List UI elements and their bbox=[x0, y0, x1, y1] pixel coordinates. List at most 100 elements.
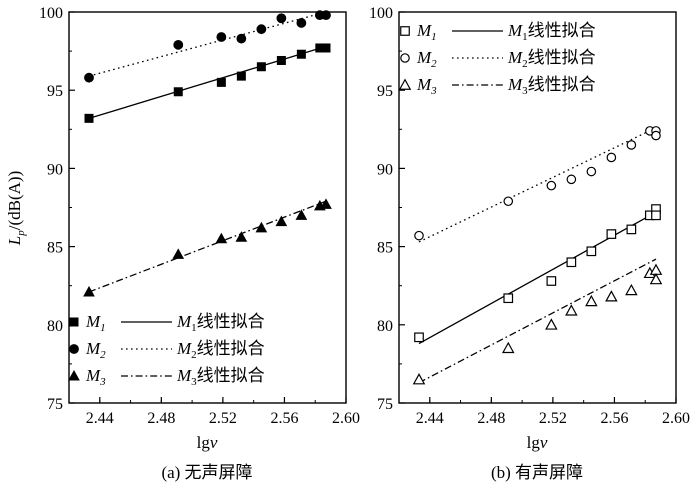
legend-marker-m3 bbox=[68, 369, 80, 381]
legend-series-name: M1 bbox=[416, 21, 437, 43]
data-point-m2 bbox=[173, 39, 184, 50]
data-point-m1 bbox=[173, 87, 183, 97]
data-point-m3 bbox=[295, 209, 308, 220]
data-point-m2 bbox=[566, 174, 577, 185]
x-tick-label: 2.52 bbox=[209, 410, 237, 427]
data-point-m3 bbox=[215, 232, 228, 244]
data-point-m1 bbox=[586, 246, 597, 257]
data-point-m2 bbox=[84, 72, 94, 83]
legend-series-name: M3 bbox=[416, 75, 437, 97]
y-tick-label: 80 bbox=[47, 318, 63, 335]
data-point-m3 bbox=[649, 272, 663, 285]
data-point-m3 bbox=[605, 290, 618, 302]
data-point-m2 bbox=[414, 230, 424, 241]
caption-a: (a) 无声屏障 bbox=[161, 463, 252, 482]
y-tick-label: 95 bbox=[47, 83, 63, 100]
x-tick-label: 2.48 bbox=[147, 410, 175, 427]
x-tick-label: 2.48 bbox=[477, 410, 505, 427]
data-point-m1 bbox=[566, 257, 577, 268]
data-point-m1 bbox=[296, 49, 306, 59]
y-tick-label: 80 bbox=[377, 318, 393, 335]
fit-line-m1 bbox=[418, 211, 657, 345]
data-point-m2 bbox=[546, 180, 557, 191]
data-point-m2 bbox=[586, 166, 597, 177]
legend-marker-m2 bbox=[69, 344, 79, 354]
legend-marker-m1 bbox=[400, 26, 410, 36]
x-tick-label: 2.52 bbox=[539, 410, 567, 427]
legend-marker-m3 bbox=[398, 78, 412, 90]
data-point-m2 bbox=[296, 18, 307, 28]
data-point-m1 bbox=[276, 55, 286, 65]
data-point-m2 bbox=[651, 130, 661, 141]
caption-b: (b) 有声屏障 bbox=[491, 463, 583, 482]
data-point-m1 bbox=[503, 293, 514, 304]
y-axis-b: 75 80 85 90 95 100 bbox=[369, 5, 405, 413]
data-point-m2 bbox=[503, 196, 514, 207]
fit-line-m3 bbox=[88, 200, 327, 293]
y-tick-label: 85 bbox=[377, 240, 393, 257]
data-point-m3 bbox=[275, 215, 288, 227]
data-point-m3 bbox=[585, 294, 598, 307]
legend-series-name: M1 bbox=[85, 312, 106, 334]
plot-frame-b bbox=[398, 11, 677, 404]
data-points-b bbox=[412, 126, 663, 385]
y-axis-label: Lp/(dB(A)) bbox=[5, 171, 27, 246]
data-point-m2 bbox=[626, 140, 637, 150]
data-point-m1 bbox=[216, 77, 226, 87]
y-tick-label: 95 bbox=[377, 83, 393, 100]
data-point-m2 bbox=[216, 32, 227, 42]
legend-series-name: M2 bbox=[85, 339, 106, 361]
legend-fit-label: M1线性拟合 bbox=[176, 312, 265, 334]
x-tick-label: 2.56 bbox=[270, 410, 298, 427]
data-point-m1 bbox=[651, 210, 661, 221]
data-point-m1 bbox=[84, 113, 94, 123]
data-point-m2 bbox=[276, 13, 287, 24]
data-point-m1 bbox=[236, 71, 246, 81]
data-point-m2 bbox=[606, 152, 617, 163]
legend-series-name: M3 bbox=[85, 366, 106, 388]
x-axis-label-a: lgv bbox=[197, 433, 218, 452]
legend-marker-m2 bbox=[400, 53, 410, 63]
data-points-a bbox=[83, 10, 332, 297]
x-axis-label-b: lgv bbox=[527, 433, 548, 452]
y-tick-label: 75 bbox=[377, 396, 393, 413]
data-point-m3 bbox=[255, 221, 268, 233]
y-tick-label: 90 bbox=[377, 161, 393, 178]
panel-a: 2.44 2.48 2.52 2.56 2.60 75 80 85 90 95 100 M1 M1线… bbox=[5, 5, 360, 482]
data-point-m1 bbox=[606, 229, 617, 239]
legend-a: M1 M1线性拟合 M2 M2线性拟合 M3 M3线性拟合 bbox=[68, 312, 265, 388]
y-axis-a: 75 80 85 90 95 100 bbox=[39, 5, 75, 413]
legend-fit-label: M2线性拟合 bbox=[176, 339, 265, 361]
fit-line-m1 bbox=[88, 45, 327, 119]
x-axis-b: 2.44 2.48 2.52 2.56 2.60 bbox=[398, 397, 690, 427]
data-point-m3 bbox=[565, 304, 578, 316]
y-tick-label: 85 bbox=[47, 240, 63, 257]
x-axis-a: 2.44 2.48 2.52 2.56 2.60 bbox=[68, 397, 360, 427]
fit-line-m3 bbox=[418, 258, 657, 384]
data-point-m1 bbox=[414, 332, 424, 343]
y-tick-label: 90 bbox=[47, 161, 63, 178]
fit-lines-a bbox=[88, 11, 327, 293]
fit-lines-b bbox=[418, 127, 657, 384]
data-point-m1 bbox=[256, 62, 266, 72]
legend-b: M1 M1线性拟合 M2 M2线性拟合 M3 M3线性拟合 bbox=[398, 21, 596, 97]
x-tick-label: 2.60 bbox=[662, 410, 690, 427]
data-point-m3 bbox=[625, 283, 638, 296]
y-tick-label: 100 bbox=[369, 5, 393, 22]
x-tick-label: 2.56 bbox=[600, 410, 628, 427]
data-point-m1 bbox=[546, 276, 557, 286]
data-point-m3 bbox=[501, 341, 515, 354]
data-point-m2 bbox=[321, 10, 331, 21]
y-tick-label: 100 bbox=[39, 5, 63, 22]
x-tick-label: 2.44 bbox=[86, 410, 114, 427]
data-point-m3 bbox=[172, 248, 185, 259]
panel-b: 2.44 2.48 2.52 2.56 2.60 75 80 85 90 95 100 M1 M1线… bbox=[369, 5, 690, 482]
data-point-m3 bbox=[412, 373, 426, 385]
legend-marker-m1 bbox=[69, 317, 79, 327]
legend-series-name: M2 bbox=[416, 48, 437, 70]
data-point-m3 bbox=[649, 263, 663, 275]
y-tick-label: 75 bbox=[47, 396, 63, 413]
data-point-m2 bbox=[236, 33, 247, 44]
legend-fit-label: M3线性拟合 bbox=[507, 75, 596, 97]
